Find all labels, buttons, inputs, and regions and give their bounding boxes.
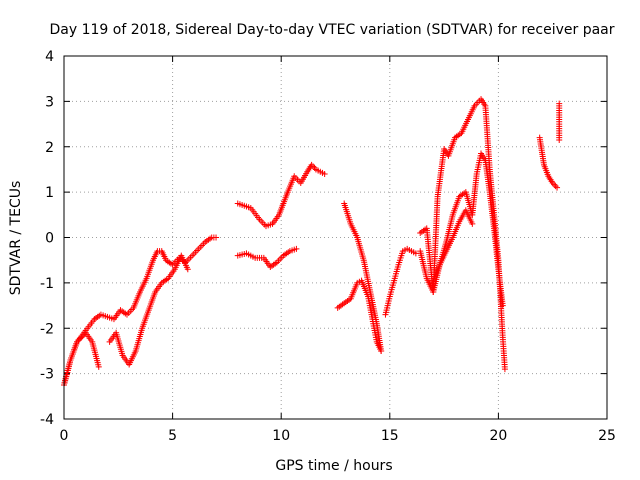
data-point [293,245,300,252]
series-s10 [417,150,506,309]
data-point [311,164,318,171]
grid [64,56,607,419]
chart-title: Day 119 of 2018, Sidereal Day-to-day VTE… [49,22,614,38]
series-s4 [234,161,328,230]
series-s13 [556,100,563,143]
data-point [552,183,559,190]
data-point [378,347,385,354]
x-tick-label: 25 [598,428,616,444]
data-point [499,302,506,309]
x-tick-label: 5 [168,428,177,444]
y-tick-label: -3 [40,367,54,383]
x-axis-label: GPS time / hours [275,458,392,474]
x-tick-label: 20 [489,428,507,444]
series-s11 [430,207,476,284]
y-tick-label: 4 [45,49,54,65]
y-tick-label: -2 [40,321,54,337]
y-tick-label: 0 [45,231,54,247]
series-s5 [234,245,300,270]
series-s2 [61,234,220,388]
data-point [469,220,476,227]
y-tick-label: -4 [40,412,54,428]
y-axis-label: SDTVAR / TECUs [8,181,24,296]
y-tick-label: -1 [40,276,54,292]
x-tick-label: 10 [272,428,290,444]
series-s6 [334,277,385,354]
data-point [321,170,328,177]
data-point [501,366,508,373]
data-point [554,184,561,191]
series-s8 [382,245,419,318]
axis-ticks: 0 5 10 15 20 25 -4 -3 -2 -1 0 1 2 3 4 [40,49,616,444]
y-tick-label: 2 [45,140,54,156]
data-point [556,136,563,143]
series-s12 [536,134,561,191]
data-points [61,96,563,388]
y-tick-label: 3 [45,94,54,110]
data-point [95,363,102,370]
data-point [184,266,191,273]
series-s3 [106,252,191,368]
x-tick-label: 15 [381,428,399,444]
series-s7 [341,200,385,354]
y-tick-label: 1 [45,185,54,201]
plot-frame [63,55,608,420]
x-tick-label: 0 [60,428,69,444]
data-point [213,234,220,241]
